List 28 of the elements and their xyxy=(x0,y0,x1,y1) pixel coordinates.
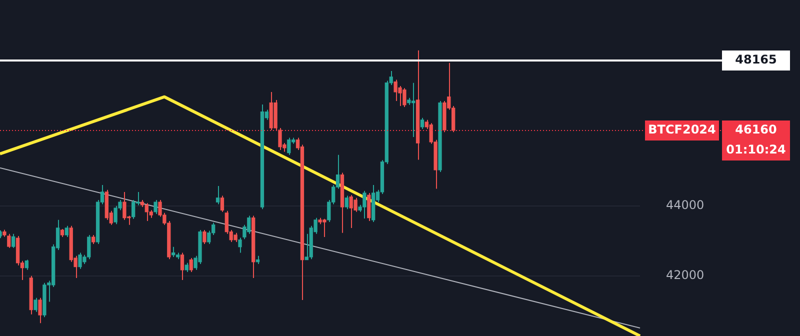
candlestick xyxy=(216,186,220,205)
candlestick xyxy=(420,117,424,130)
candlestick xyxy=(24,259,28,270)
ref-line-label: 46160 xyxy=(735,122,777,137)
candlestick xyxy=(7,233,11,248)
y-tick-label: 42000 xyxy=(666,268,704,282)
y-tick-label: 44000 xyxy=(666,198,704,212)
candlestick xyxy=(220,195,224,212)
text: BTCF2024 xyxy=(648,122,716,137)
candlestick xyxy=(38,297,42,324)
candlestick xyxy=(202,230,206,245)
candlestick xyxy=(367,192,371,222)
candlestick xyxy=(234,232,238,242)
candlestick xyxy=(189,258,193,273)
candlestick xyxy=(132,199,136,220)
candlestick xyxy=(238,237,242,254)
candlestick xyxy=(122,191,126,220)
candlestick xyxy=(184,262,188,273)
candlestick xyxy=(64,225,68,238)
candlestick xyxy=(154,199,158,214)
ref-line-label: 48165 xyxy=(735,52,777,67)
candlestick xyxy=(287,137,291,156)
text: 01:10:24 xyxy=(726,142,786,157)
candlestick xyxy=(344,195,348,210)
candlestick xyxy=(180,252,184,281)
candlestick xyxy=(34,297,38,312)
candlestick xyxy=(12,233,16,248)
candlestick xyxy=(92,234,96,245)
